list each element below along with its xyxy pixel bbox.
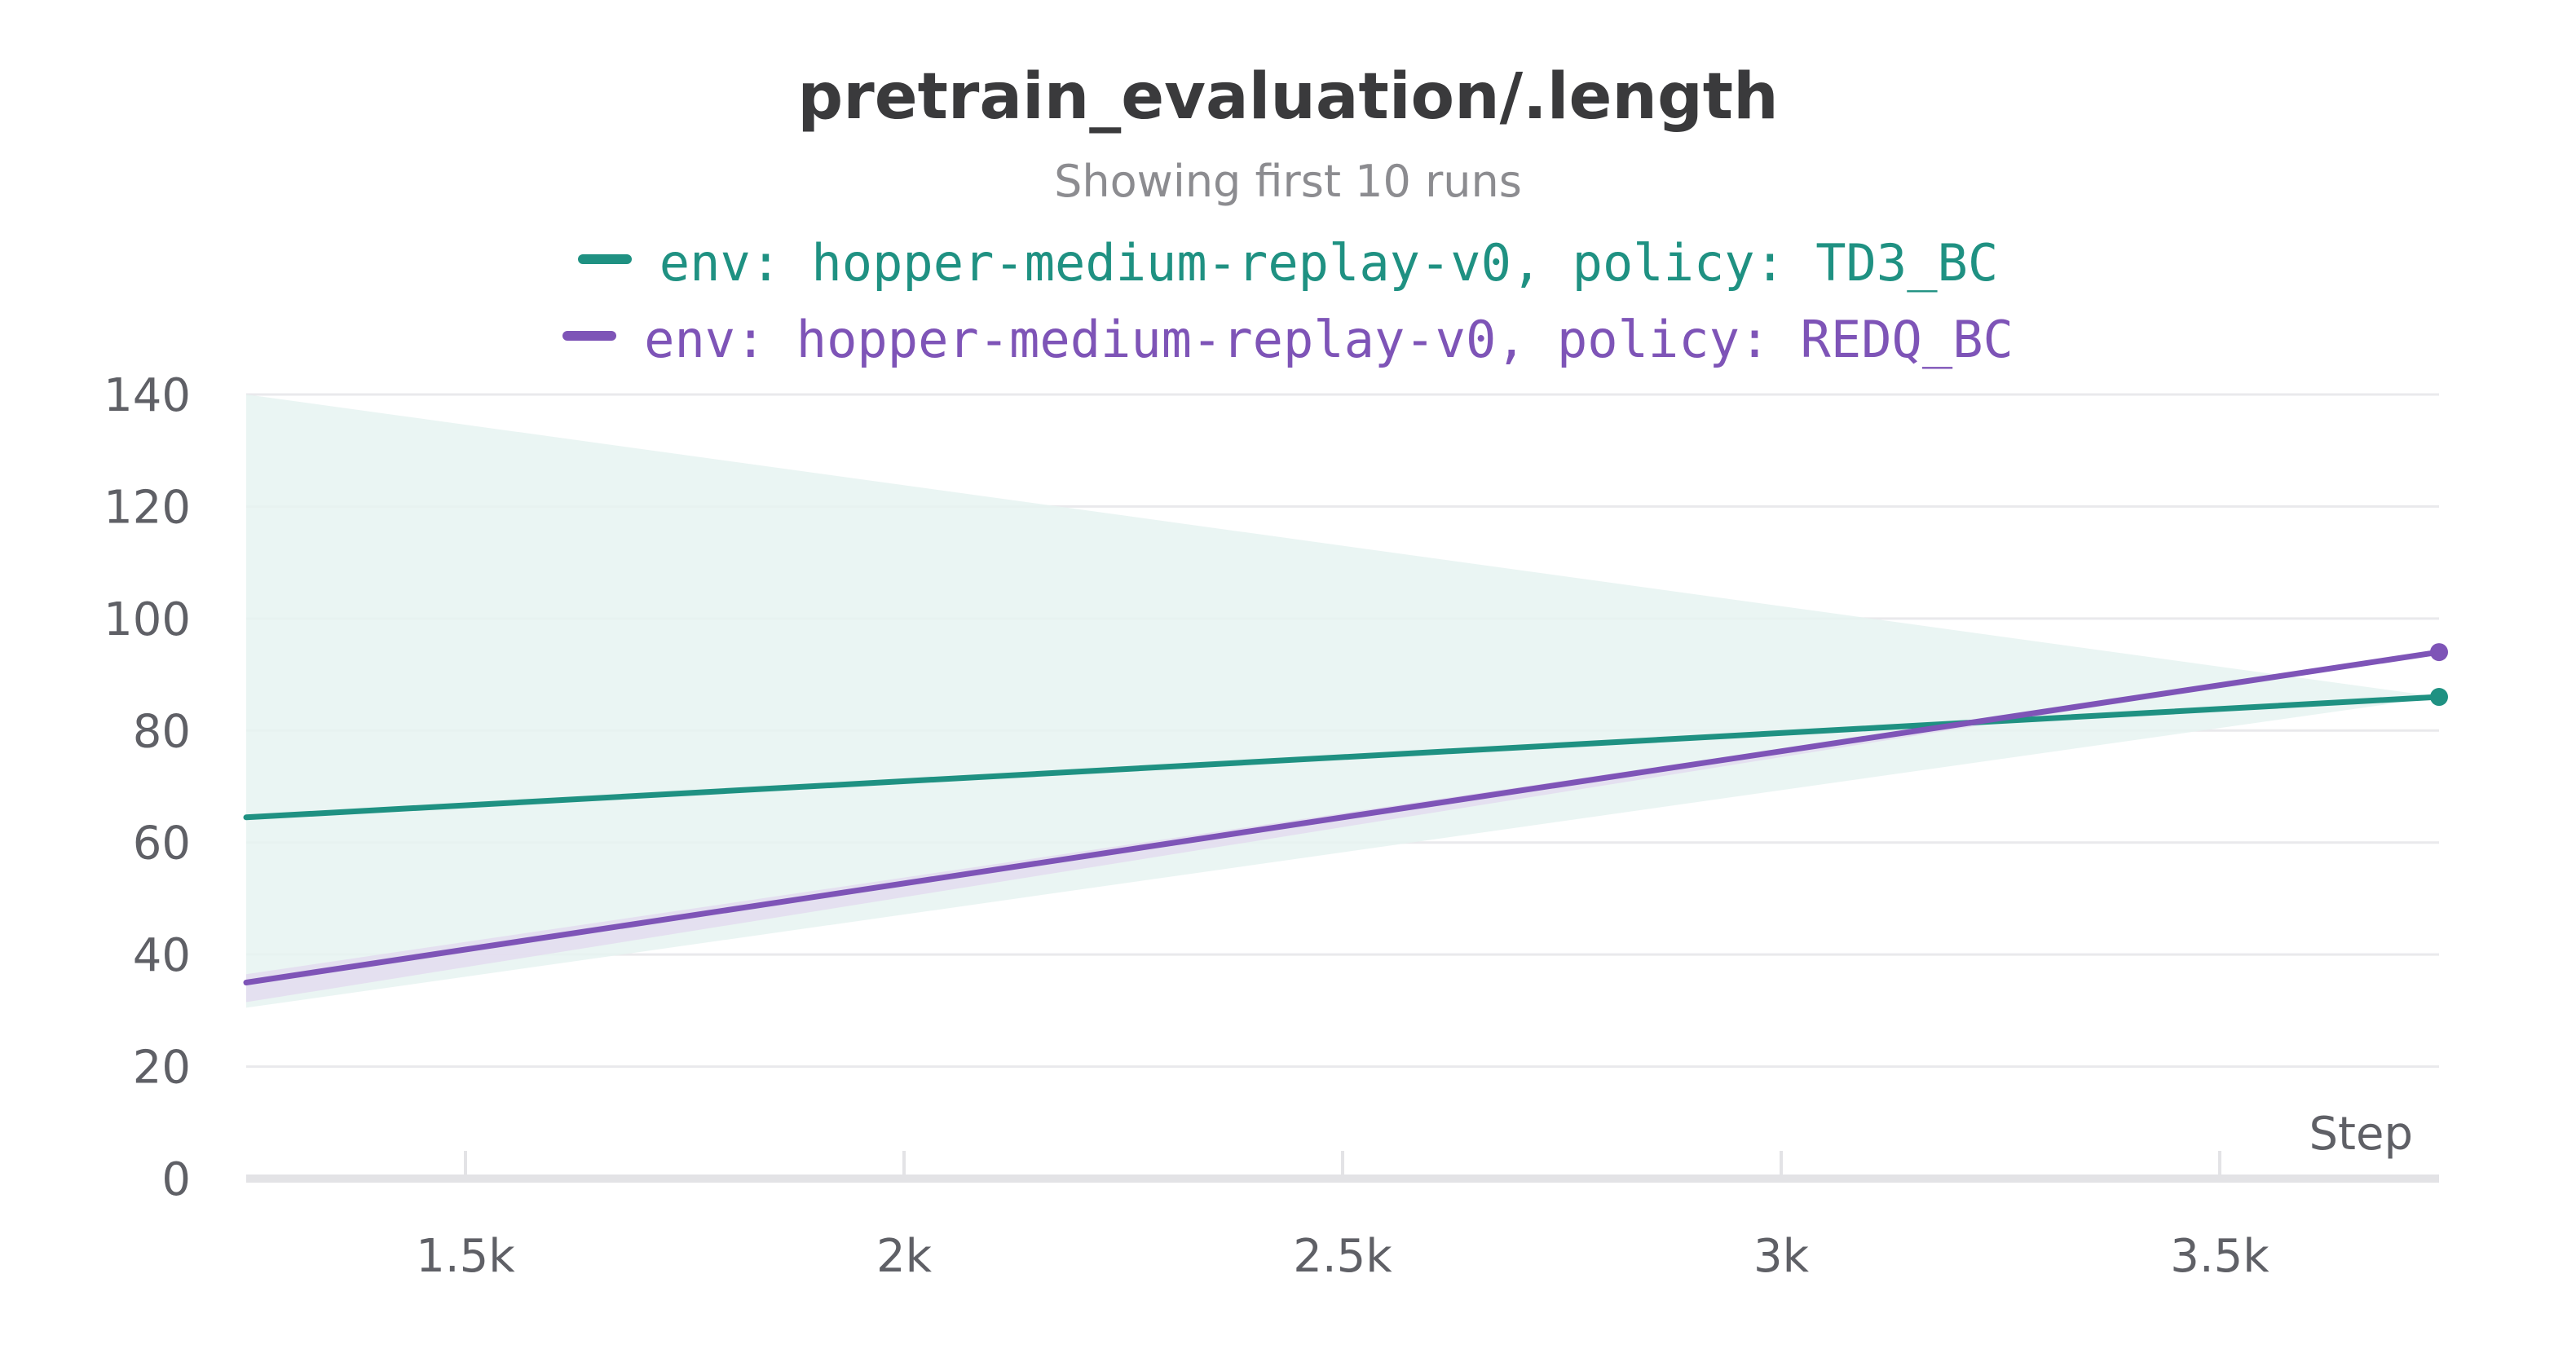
x-axis-label: Step: [2309, 1108, 2413, 1161]
y-tick-label-80: 80: [133, 705, 191, 758]
chart-title: pretrain_evaluation/.length: [797, 60, 1779, 134]
x-tick-labels: 1.5k 2k 2.5k 3k 3.5k: [416, 1230, 2269, 1283]
end-point-series-1: [2430, 643, 2448, 662]
x-tick-label-1: 2k: [876, 1230, 933, 1283]
y-tick-label-100: 100: [104, 593, 191, 646]
confidence-bands: [246, 394, 2439, 1008]
x-tick-label-3: 3k: [1753, 1230, 1810, 1283]
band-series-1: [246, 652, 2439, 1003]
legend-swatch-td3-bc: [577, 254, 632, 264]
chart-legend: env: hopper-medium-replay-v0, policy: TD…: [0, 225, 2576, 378]
end-point-series-0: [2430, 688, 2448, 707]
x-tick-label-4: 3.5k: [2170, 1230, 2269, 1283]
y-tick-label-40: 40: [133, 929, 191, 982]
y-tick-label-140: 140: [104, 369, 191, 422]
legend-swatch-redq-bc: [562, 331, 617, 341]
y-tick-label-0: 0: [161, 1153, 191, 1206]
line-series-1: [243, 649, 2442, 985]
legend-label-td3-bc: env: hopper-medium-replay-v0, policy: TD…: [659, 233, 1999, 293]
x-tick-label-2: 2.5k: [1293, 1230, 1392, 1283]
y-tick-label-20: 20: [133, 1042, 191, 1095]
y-tick-label-120: 120: [104, 481, 191, 534]
chart-subtitle: Showing first 10 runs: [1054, 156, 1522, 207]
legend-item-td3-bc[interactable]: env: hopper-medium-replay-v0, policy: TD…: [0, 225, 2576, 302]
x-tick-label-0: 1.5k: [416, 1230, 515, 1283]
band-series-0: [246, 394, 2439, 1008]
x-axis: [246, 1151, 2439, 1183]
legend-label-redq-bc: env: hopper-medium-replay-v0, policy: RE…: [644, 310, 2014, 369]
end-markers: [2430, 643, 2448, 707]
series-lines: [243, 649, 2442, 985]
legend-item-redq-bc[interactable]: env: hopper-medium-replay-v0, policy: RE…: [0, 302, 2576, 378]
line-series-0: [243, 694, 2442, 821]
y-tick-label-60: 60: [133, 818, 191, 870]
y-tick-labels: 0 20 40 60 80 100 120 140: [104, 369, 191, 1206]
